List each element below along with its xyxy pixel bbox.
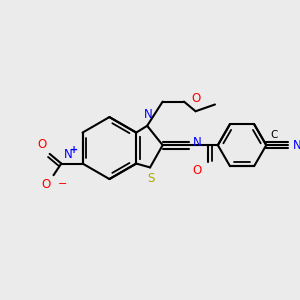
Text: N: N	[193, 136, 201, 149]
Text: O: O	[38, 138, 47, 151]
Text: N: N	[292, 139, 300, 152]
Text: +: +	[70, 145, 78, 155]
Text: −: −	[57, 179, 67, 189]
Text: S: S	[147, 172, 155, 185]
Text: N: N	[144, 108, 152, 121]
Text: N: N	[64, 148, 73, 161]
Text: O: O	[192, 164, 201, 177]
Text: O: O	[191, 92, 200, 106]
Text: C: C	[270, 130, 278, 140]
Text: O: O	[41, 178, 51, 191]
